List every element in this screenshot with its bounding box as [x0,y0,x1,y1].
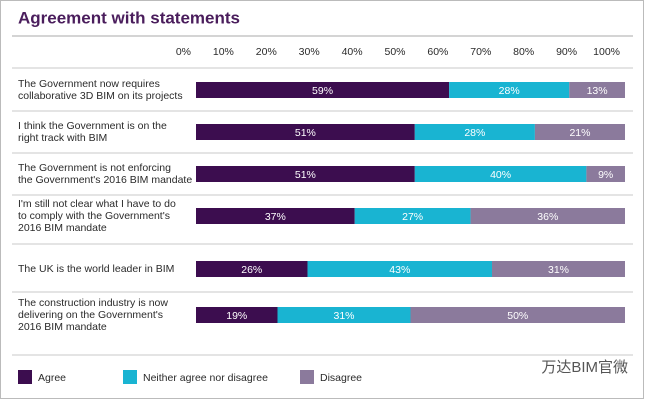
watermark: 万达BIM官微 [541,359,628,376]
legend-swatch [300,370,314,384]
value-label: 51% [295,127,316,139]
category-label: right track with BIM [18,132,107,144]
bar-segment [410,307,625,323]
x-tick-label: 70% [470,46,491,58]
x-tick-label: 60% [427,46,448,58]
legend-label: Neither agree nor disagree [143,372,268,384]
x-tick-label: 0% [176,46,191,58]
value-label: 13% [587,85,608,97]
value-label: 28% [464,127,485,139]
value-label: 26% [241,264,262,276]
category-label: I think the Government is on the [18,120,167,132]
bar-segment [354,208,471,224]
bar-segment [534,124,625,140]
legend-swatch [123,370,137,384]
value-label: 28% [499,85,520,97]
x-tick-label: 100% [593,46,620,58]
bar-segment [492,261,625,277]
x-tick-label: 80% [513,46,534,58]
value-label: 36% [537,211,558,223]
bar-segment [414,166,587,182]
value-label: 27% [402,211,423,223]
category-label: collaborative 3D BIM on its projects [18,90,183,102]
bar-segment [414,124,535,140]
bar-segment [196,261,308,277]
value-label: 43% [389,264,410,276]
value-label: 50% [507,310,528,322]
bar-segment [449,82,570,98]
bar-segment [196,166,415,182]
bar-segment [196,307,278,323]
category-label: the Government's 2016 BIM mandate [18,174,192,186]
legend-label: Agree [38,372,66,384]
bar-segment [307,261,493,277]
bar-segment [196,208,355,224]
category-label: delivering on the Government's [18,309,163,321]
value-label: 31% [333,310,354,322]
legend-label: Disagree [320,372,362,384]
bar-segment [586,166,625,182]
category-label: The construction industry is now [18,297,168,309]
category-label: The UK is the world leader in BIM [18,263,174,275]
x-tick-label: 50% [384,46,405,58]
value-label: 19% [226,310,247,322]
category-label: 2016 BIM mandate [18,222,107,234]
value-label: 51% [295,169,316,181]
category-label: The Government now requires [18,78,160,90]
legend-swatch [18,370,32,384]
category-label: 2016 BIM mandate [18,321,107,333]
category-label: The Government is not enforcing [18,162,171,174]
value-label: 59% [312,85,333,97]
bar-segment [569,82,625,98]
bar-segment [470,208,625,224]
x-tick-label: 20% [256,46,277,58]
bar-segment [196,124,415,140]
x-tick-label: 10% [213,46,234,58]
value-label: 31% [548,264,569,276]
value-label: 37% [265,211,286,223]
value-label: 9% [598,169,613,181]
x-tick-label: 30% [299,46,320,58]
category-label: I'm still not clear what I have to do [18,198,176,210]
x-tick-label: 90% [556,46,577,58]
x-tick-label: 40% [342,46,363,58]
value-label: 40% [490,169,511,181]
value-label: 21% [569,127,590,139]
bar-segment [277,307,411,323]
category-label: to comply with the Government's [18,210,170,222]
bar-segment [196,82,450,98]
chart-title: Agreement with statements [18,8,240,27]
